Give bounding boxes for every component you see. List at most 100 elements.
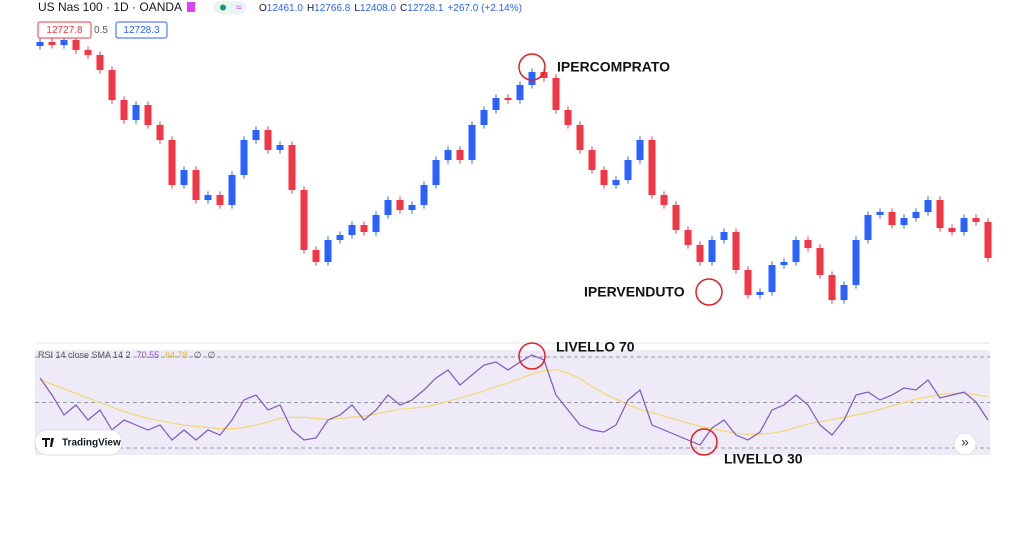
- candle-body: [828, 275, 836, 300]
- candle-body: [936, 200, 944, 228]
- candle-body: [876, 212, 884, 215]
- candle-body: [252, 130, 260, 140]
- sell-price[interactable]: 12727.8: [46, 25, 83, 36]
- buy-box[interactable]: [115, 21, 168, 39]
- change: +267.0 (+2.14%): [447, 3, 522, 14]
- rsi-line: [39, 354, 989, 446]
- brand-logo: [42, 438, 54, 447]
- symbol: US Nas 100 · 1D · OANDA: [38, 0, 182, 14]
- candle-body: [840, 285, 848, 300]
- flag-icon: [187, 2, 195, 12]
- ohlc-label: H: [307, 3, 314, 14]
- candle-body: [168, 140, 176, 185]
- ohlc-label: C: [400, 3, 407, 14]
- ohlc-value: 12728.1: [407, 3, 444, 14]
- candle-body: [504, 98, 512, 100]
- candle-body: [132, 105, 140, 120]
- candle-body: [96, 55, 104, 70]
- candle-body: [396, 200, 404, 210]
- highlight-circle: [695, 278, 723, 306]
- candle-body: [324, 240, 332, 262]
- rsi-value: 70.55: [137, 350, 160, 360]
- status-pill: [214, 1, 246, 14]
- candle-body: [720, 232, 728, 240]
- candle-body: [564, 110, 572, 125]
- candle-body: [360, 225, 368, 232]
- candle-body: [516, 85, 524, 100]
- candle-body: [576, 125, 584, 150]
- candle-body: [888, 212, 896, 225]
- candle-body: [300, 190, 308, 250]
- rsi-value: ∅: [194, 350, 202, 360]
- highlight-circle: [518, 342, 546, 370]
- annotation: IPERVENDUTO: [584, 284, 685, 300]
- rsi-line: [39, 368, 989, 435]
- candle-body: [384, 200, 392, 215]
- candle-body: [492, 98, 500, 110]
- candle-body: [960, 218, 968, 232]
- candle-body: [156, 125, 164, 140]
- candle-body: [276, 145, 284, 150]
- candle-body: [612, 180, 620, 185]
- plot: [35, 36, 992, 449]
- annotation: LIVELLO 70: [556, 339, 635, 355]
- candle-body: [588, 150, 596, 170]
- candle-body: [900, 218, 908, 225]
- candle-body: [72, 40, 80, 50]
- candle-body: [192, 170, 200, 200]
- scroll-icon[interactable]: »: [961, 434, 969, 450]
- candle-body: [984, 222, 992, 258]
- candle-body: [480, 110, 488, 125]
- candle-body: [180, 170, 188, 185]
- sell-box[interactable]: [37, 21, 92, 39]
- ohlc-value: 12766.8: [314, 3, 351, 14]
- candle-body: [312, 250, 320, 262]
- scroll-button[interactable]: [953, 432, 977, 456]
- candle-body: [204, 195, 212, 200]
- ohlc-label: O: [259, 3, 267, 14]
- rsi-value: ∅: [207, 350, 215, 360]
- candle-body: [540, 72, 548, 78]
- candle-body: [912, 212, 920, 218]
- candle-body: [600, 170, 608, 185]
- candle-body: [708, 240, 716, 262]
- candle-body: [948, 228, 956, 232]
- rsi-legend: RSI 14 close SMA 14 2 70.55 64.78 ∅ ∅: [38, 350, 215, 360]
- candle-body: [744, 270, 752, 295]
- candle-body: [684, 230, 692, 245]
- ohlc-value: 12461.0: [267, 3, 304, 14]
- candle-body: [432, 160, 440, 185]
- rsi-value: 64.78: [165, 350, 188, 360]
- candle-body: [84, 50, 92, 55]
- candle-body: [636, 140, 644, 160]
- candle-body: [648, 140, 656, 195]
- candle-body: [816, 248, 824, 275]
- candle-body: [924, 200, 932, 212]
- candle-body: [672, 205, 680, 230]
- candle-body: [336, 235, 344, 240]
- candle-body: [804, 240, 812, 248]
- candle-body: [144, 105, 152, 125]
- ohlc-label: L: [354, 3, 360, 14]
- candle-body: [852, 240, 860, 285]
- buy-price[interactable]: 12728.3: [123, 25, 160, 36]
- candle-body: [444, 150, 452, 160]
- candle-body: [48, 42, 56, 45]
- brand-badge[interactable]: [34, 429, 123, 456]
- candle-body: [240, 140, 248, 175]
- candle-body: [792, 240, 800, 262]
- rsi-title: RSI 14 close SMA 14 2: [38, 350, 131, 360]
- candle-body: [108, 70, 116, 100]
- candle-body: [696, 245, 704, 262]
- candle-body: [228, 175, 236, 205]
- brand-name: TradingView: [62, 438, 121, 449]
- candle-body: [528, 72, 536, 85]
- candle-body: [348, 225, 356, 235]
- candle-body: [756, 292, 764, 295]
- candle-body: [288, 145, 296, 190]
- candle-body: [468, 125, 476, 160]
- candle-body: [264, 130, 272, 150]
- ohlc-value: 12408.0: [360, 3, 397, 14]
- highlight-circle: [690, 428, 718, 456]
